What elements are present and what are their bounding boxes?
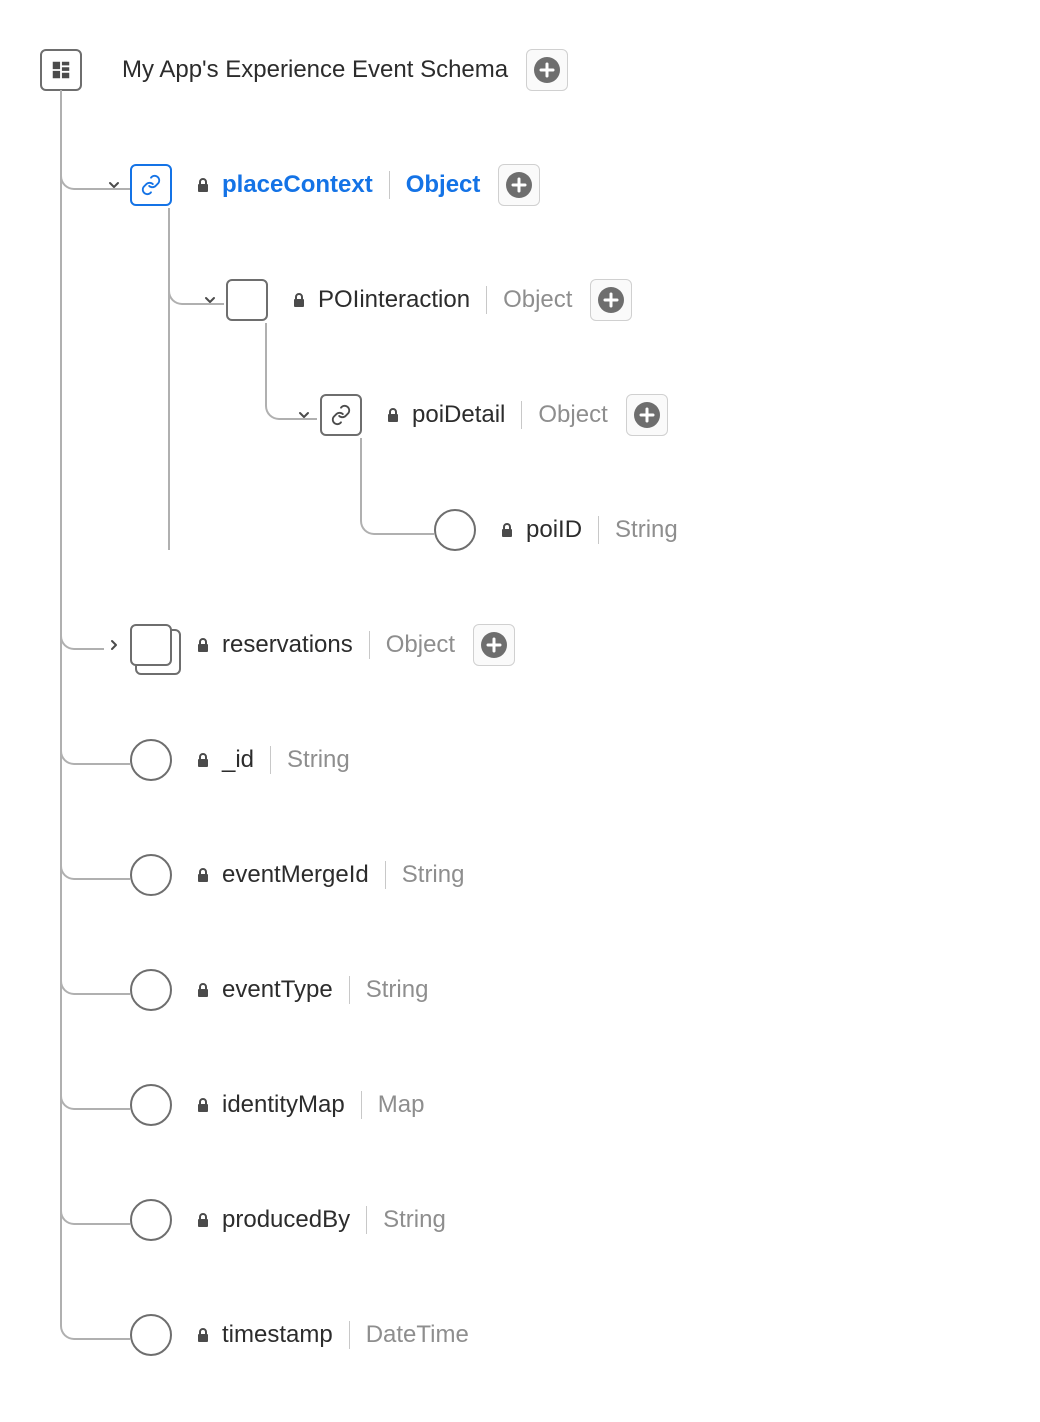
node-identitymap[interactable]: identityMap Map — [40, 1075, 1000, 1135]
schema-tree: My App's Experience Event Schema placeCo… — [40, 40, 1000, 1365]
node-timestamp[interactable]: timestamp DateTime — [40, 1305, 1000, 1365]
node-eventmergeid[interactable]: eventMergeId String — [40, 845, 1000, 905]
field-name: _id — [222, 746, 254, 774]
field-name: poiDetail — [412, 401, 505, 429]
divider — [385, 861, 386, 889]
add-button[interactable] — [473, 624, 515, 666]
field-type: Object — [538, 401, 607, 429]
node-placecontext[interactable]: placeContext Object — [40, 155, 1000, 215]
field-type: DateTime — [366, 1321, 469, 1349]
divider — [361, 1091, 362, 1119]
schema-title: My App's Experience Event Schema — [122, 56, 508, 84]
field-name: timestamp — [222, 1321, 333, 1349]
lock-icon — [196, 637, 212, 653]
chevron-down-icon[interactable] — [294, 408, 314, 422]
lock-icon — [196, 1212, 212, 1228]
leaf-icon — [434, 509, 476, 551]
divider — [598, 516, 599, 544]
node-reservations[interactable]: reservations Object — [40, 615, 1000, 675]
root-node[interactable]: My App's Experience Event Schema — [40, 40, 1000, 100]
leaf-icon — [130, 1314, 172, 1356]
add-button[interactable] — [590, 279, 632, 321]
node-id[interactable]: _id String — [40, 730, 1000, 790]
field-type: Map — [378, 1091, 425, 1119]
divider — [349, 1321, 350, 1349]
field-type: Object — [406, 171, 481, 199]
lock-icon — [196, 752, 212, 768]
lock-icon — [292, 292, 308, 308]
field-type: String — [615, 516, 678, 544]
field-type: Object — [386, 631, 455, 659]
leaf-icon — [130, 1084, 172, 1126]
lock-icon — [196, 1097, 212, 1113]
node-poiid[interactable]: poiID String — [40, 500, 1000, 560]
link-icon — [320, 394, 362, 436]
add-button[interactable] — [498, 164, 540, 206]
leaf-icon — [130, 1199, 172, 1241]
field-name: placeContext — [222, 171, 373, 199]
divider — [270, 746, 271, 774]
field-type: String — [366, 976, 429, 1004]
divider — [349, 976, 350, 1004]
field-type: Object — [503, 286, 572, 314]
lock-icon — [196, 177, 212, 193]
field-name: eventMergeId — [222, 861, 369, 889]
lock-icon — [500, 522, 516, 538]
leaf-icon — [130, 969, 172, 1011]
field-type: String — [383, 1206, 446, 1234]
field-name: reservations — [222, 631, 353, 659]
node-poiinteraction[interactable]: POIinteraction Object — [40, 270, 1000, 330]
field-name: POIinteraction — [318, 286, 470, 314]
divider — [521, 401, 522, 429]
chevron-down-icon[interactable] — [200, 293, 220, 307]
leaf-icon — [130, 854, 172, 896]
schema-icon — [40, 49, 82, 91]
lock-icon — [386, 407, 402, 423]
field-name: identityMap — [222, 1091, 345, 1119]
chevron-right-icon[interactable] — [104, 638, 124, 652]
link-icon — [130, 164, 172, 206]
lock-icon — [196, 867, 212, 883]
field-name: producedBy — [222, 1206, 350, 1234]
node-poidetail[interactable]: poiDetail Object — [40, 385, 1000, 445]
divider — [486, 286, 487, 314]
node-producedby[interactable]: producedBy String — [40, 1190, 1000, 1250]
chevron-down-icon[interactable] — [104, 178, 124, 192]
divider — [366, 1206, 367, 1234]
field-name: poiID — [526, 516, 582, 544]
node-eventtype[interactable]: eventType String — [40, 960, 1000, 1020]
add-button[interactable] — [526, 49, 568, 91]
divider — [389, 171, 390, 199]
lock-icon — [196, 1327, 212, 1343]
field-type: String — [287, 746, 350, 774]
object-icon — [226, 279, 268, 321]
lock-icon — [196, 982, 212, 998]
field-type: String — [402, 861, 465, 889]
array-icon — [130, 624, 172, 666]
add-button[interactable] — [626, 394, 668, 436]
field-name: eventType — [222, 976, 333, 1004]
divider — [369, 631, 370, 659]
leaf-icon — [130, 739, 172, 781]
